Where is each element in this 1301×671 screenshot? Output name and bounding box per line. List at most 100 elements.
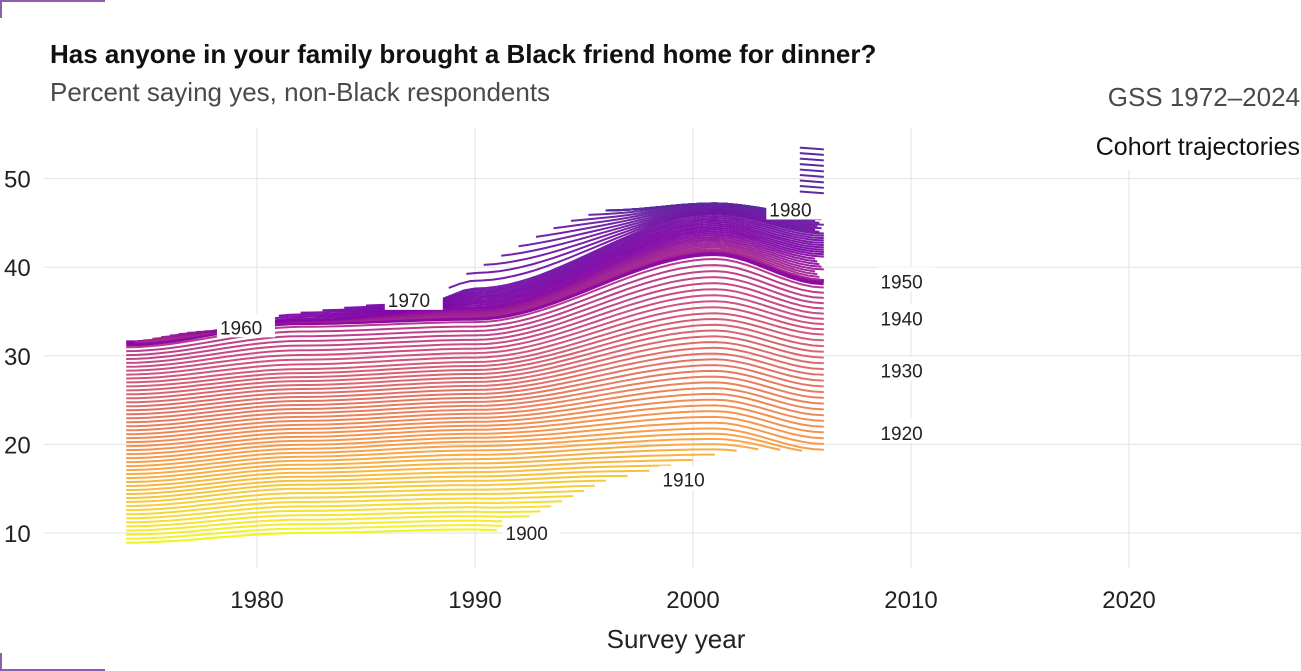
cohort-line: [466, 210, 816, 275]
cohort-line: [126, 421, 824, 460]
cohort-line: [799, 190, 824, 195]
cohort-label: 1910: [662, 471, 704, 492]
cohort-line: [799, 146, 824, 151]
cohort-line: [448, 211, 820, 289]
cohort-label-background: [877, 356, 936, 381]
cohort-line: [126, 484, 595, 508]
cohort-line: [126, 306, 824, 380]
cohort-label-background: [216, 313, 275, 338]
cohort-line: [126, 375, 824, 428]
cohort-line: [126, 453, 715, 484]
cohort-line: [799, 185, 824, 189]
y-tick-label: 40: [4, 255, 31, 282]
cohort-line: [799, 152, 824, 156]
cohort-line: [126, 404, 824, 448]
cohort-line: [126, 415, 824, 456]
cohort-line: [126, 510, 541, 528]
cohort-line: [126, 294, 824, 372]
source-label: GSS 1972–2024: [1108, 82, 1300, 112]
cohort-line: [126, 448, 737, 480]
cohort-line: [126, 464, 672, 491]
cohort-line: [278, 226, 824, 317]
chart-subtitle: Percent saying yes, non-Black respondent…: [50, 77, 550, 107]
cohort-label-background: [877, 267, 936, 292]
cohort-line: [126, 381, 824, 432]
cohort-line: [126, 288, 824, 368]
x-tick-label: 1980: [230, 587, 283, 614]
cohort-line: [126, 495, 574, 516]
cohort-line: [799, 168, 824, 173]
cohort-line: [126, 369, 824, 424]
cohort-label-background: [384, 285, 443, 310]
y-tick-label: 50: [4, 167, 31, 194]
cohort-line: [126, 469, 650, 495]
cohort-label-background: [766, 195, 825, 220]
cohort-line: [126, 358, 824, 416]
cohort-label: 1920: [880, 424, 922, 445]
x-axis: 1980 1990 2000 2010 2020: [230, 587, 1155, 614]
cohort-line: [126, 437, 781, 472]
gridlines: [44, 128, 1301, 568]
cohort-line: [799, 174, 824, 178]
cohort-line: [126, 270, 824, 357]
x-tick-label: 2010: [884, 587, 937, 614]
cohort-line: [126, 341, 824, 404]
x-tick-label: 1990: [448, 587, 501, 614]
cohort-line: [126, 335, 824, 400]
y-axis: 10 20 30 40 50: [4, 167, 31, 548]
cohort-line: [501, 208, 818, 257]
cohort-line: [483, 209, 822, 266]
cohort-line: [126, 276, 824, 360]
cohort-line: [235, 230, 824, 328]
cohort-line: [256, 228, 824, 322]
cohort-line: [126, 346, 824, 408]
cohort-label-background: [877, 418, 936, 443]
cohort-line: [126, 364, 824, 420]
cohort-line: [126, 387, 824, 436]
cohort-line: [409, 214, 824, 303]
y-tick-label: 10: [4, 521, 31, 548]
cohort-line: [799, 163, 824, 167]
corner-mark-top: [0, 0, 105, 18]
cohort-label: 1940: [880, 309, 922, 330]
y-tick-label: 20: [4, 432, 31, 459]
cohort-line: [213, 232, 824, 332]
cohort-line: [126, 443, 759, 476]
cohort-line: [126, 329, 824, 396]
cohort-line: [126, 458, 694, 487]
cohort-label: 1960: [220, 318, 262, 339]
cohort-line: [387, 216, 824, 305]
cohort-label-background: [502, 518, 561, 543]
cohort-line: [126, 528, 497, 544]
cohort-label: 1950: [880, 272, 922, 293]
cohort-line: [126, 500, 563, 520]
corner-mark-bottom: [0, 653, 105, 671]
cohort-line: [126, 300, 824, 376]
cohort-label: 1900: [506, 524, 548, 545]
cohort-line: [126, 489, 585, 512]
cohort-line: [126, 523, 508, 540]
x-tick-label: 2000: [666, 587, 719, 614]
cohort-line: [126, 398, 824, 444]
cohort-label-background: [877, 304, 936, 329]
cohort-line: [126, 323, 824, 392]
cohort-labels: 1900 1910 1920 1930 1940 1950 1960 1970 1980: [216, 195, 936, 545]
cohort-line: [431, 212, 824, 302]
cohort-label: 1970: [388, 291, 430, 312]
cohort-line: [126, 505, 552, 524]
cohort-line: [126, 352, 824, 412]
cohort-line: [126, 427, 824, 464]
chart-title: Has anyone in your family brought a Blac…: [50, 39, 876, 69]
cohort-line: [126, 474, 628, 499]
cohort-line: [126, 282, 824, 364]
cohort-line: [126, 312, 824, 384]
panel-label-background: [1040, 128, 1301, 170]
cohort-line: [126, 519, 519, 536]
cohort-label: 1980: [769, 200, 811, 221]
x-axis-title: Survey year: [607, 624, 746, 654]
cohort-line: [126, 317, 824, 388]
cohort-line: [126, 432, 803, 468]
cohort-line: [799, 157, 824, 162]
cohort-line: [126, 479, 606, 503]
